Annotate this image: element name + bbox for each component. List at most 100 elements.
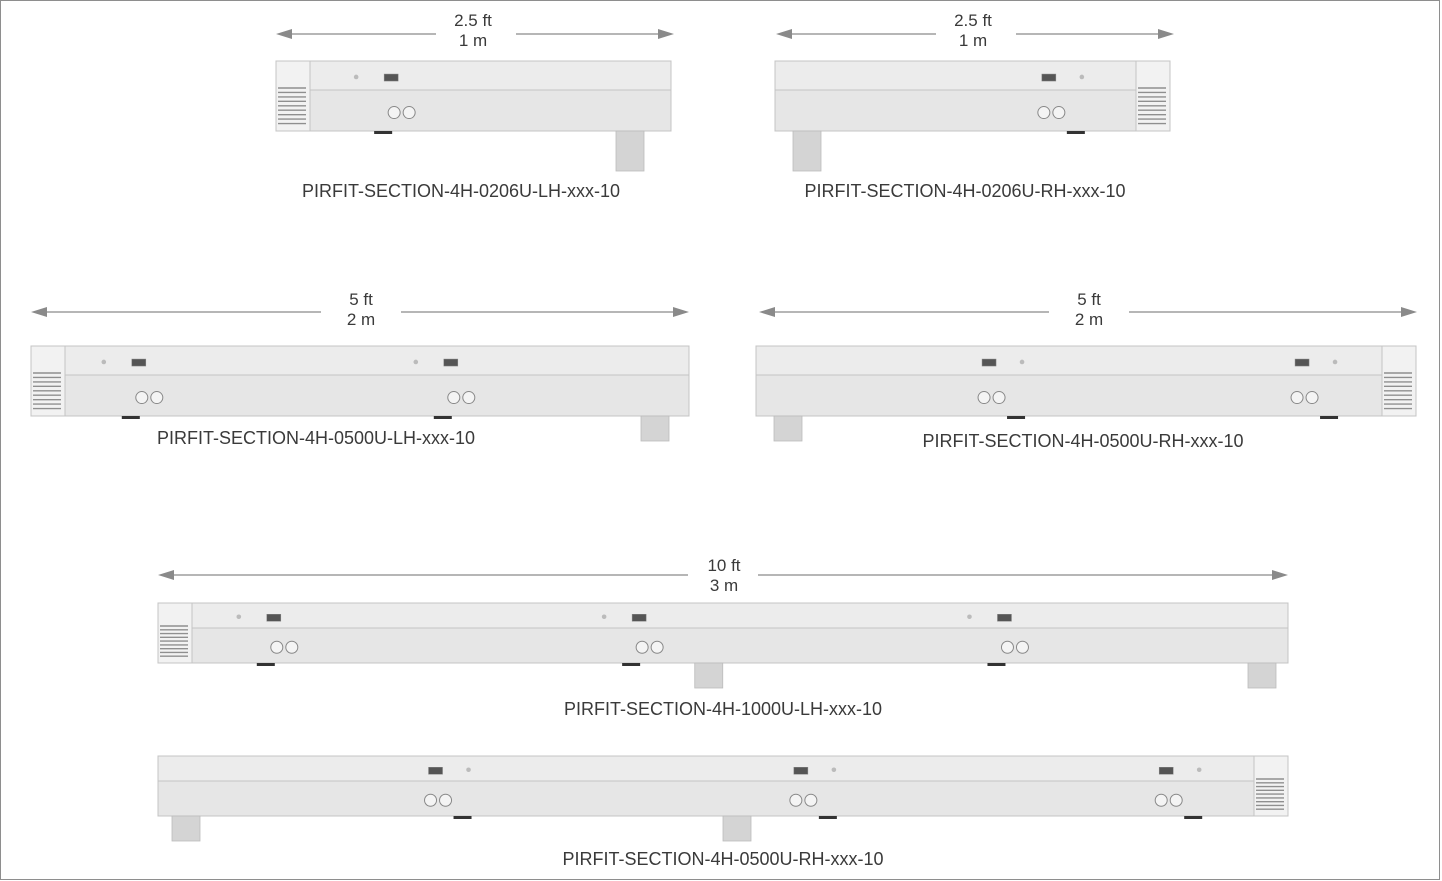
data-port-icon: [383, 73, 399, 82]
mount-clip-icon: [987, 663, 1006, 666]
outlet-icon: [1154, 793, 1168, 807]
power-section-drawing: [157, 602, 1289, 689]
dimension-label: 2.5 ft 1 m: [954, 11, 992, 51]
outlet-icon: [447, 391, 461, 405]
dimension-label: 10 ft 3 m: [707, 556, 740, 596]
outlet-icon: [387, 106, 401, 120]
dimension-meters: 1 m: [958, 31, 988, 50]
dimension-feet: 2.5 ft: [954, 11, 992, 30]
outlet-icon: [1000, 640, 1014, 654]
mount-clip-icon: [1007, 416, 1026, 419]
part-number-label: PIRFIT-SECTION-4H-0500U-LH-xxx-10: [156, 428, 476, 448]
mount-clip-icon: [1066, 131, 1085, 134]
data-port-icon: [131, 358, 147, 367]
outlet-icon: [804, 793, 818, 807]
support-leg: [694, 662, 724, 689]
outlet-icon: [135, 391, 149, 405]
lower-channel: [30, 374, 690, 417]
upper-channel: [157, 602, 1289, 629]
indicator-icon: [353, 74, 359, 80]
support-leg: [722, 815, 752, 842]
dimension-meters: 2 m: [346, 310, 376, 329]
indicator-icon: [1196, 767, 1202, 773]
end-cap: [275, 60, 311, 132]
mount-clip-icon: [1184, 816, 1203, 819]
outlet-icon: [439, 793, 453, 807]
power-section-drawing: [157, 755, 1289, 842]
outlet-icon: [1037, 106, 1051, 120]
indicator-icon: [413, 359, 419, 365]
outlet-icon: [1305, 391, 1319, 405]
dimension-label: 5 ft 2 m: [1075, 290, 1103, 330]
indicator-icon: [1332, 359, 1338, 365]
arrowhead-right-icon: [1272, 570, 1288, 580]
arrowhead-left-icon: [759, 307, 775, 317]
part-number-label: PIRFIT-SECTION-4H-0500U-RH-xxx-10: [922, 431, 1244, 451]
mount-clip-icon: [433, 416, 452, 419]
outlet-icon: [1169, 793, 1183, 807]
power-section-drawing: [275, 60, 672, 172]
dimension-label: 5 ft 2 m: [347, 290, 375, 330]
upper-channel: [275, 60, 672, 91]
power-section-drawing: [755, 345, 1417, 442]
arrowhead-right-icon: [673, 307, 689, 317]
data-port-icon: [266, 614, 282, 622]
outlet-icon: [1052, 106, 1066, 120]
dimension-feet: 10 ft: [707, 556, 741, 575]
arrowhead-left-icon: [158, 570, 174, 580]
outlet-icon: [285, 640, 299, 654]
indicator-icon: [967, 614, 972, 620]
mount-clip-icon: [256, 663, 275, 666]
mount-clip-icon: [818, 816, 837, 819]
indicator-icon: [236, 614, 242, 620]
dimension-arrow: [158, 570, 1288, 580]
mount-clip-icon: [622, 663, 641, 666]
lower-channel: [157, 780, 1289, 817]
arrowhead-left-icon: [776, 29, 792, 39]
lower-channel: [157, 627, 1289, 664]
dimension-label: 2.5 ft 1 m: [454, 11, 492, 51]
support-leg: [773, 415, 803, 442]
dimension-arrow: [31, 307, 689, 317]
part-number-label: PIRFIT-SECTION-4H-0500U-RH-xxx-10: [562, 849, 884, 869]
part-number-label: PIRFIT-SECTION-4H-0206U-RH-xxx-10: [804, 181, 1126, 201]
lower-channel: [774, 89, 1171, 132]
arrowhead-right-icon: [1158, 29, 1174, 39]
outlet-icon: [992, 391, 1006, 405]
outlet-icon: [424, 793, 438, 807]
data-port-icon: [793, 767, 809, 775]
upper-channel: [30, 345, 690, 376]
outlet-icon: [270, 640, 284, 654]
indicator-icon: [466, 767, 471, 773]
dimension-arrow: [776, 29, 1174, 39]
data-port-icon: [1158, 767, 1174, 775]
indicator-icon: [1079, 74, 1085, 80]
support-leg: [792, 130, 822, 172]
support-leg: [615, 130, 645, 172]
indicator-icon: [831, 767, 837, 773]
part-number-label: PIRFIT-SECTION-4H-1000U-LH-xxx-10: [563, 699, 883, 719]
dimension-feet: 2.5 ft: [454, 11, 492, 30]
upper-channel: [157, 755, 1289, 782]
upper-channel: [755, 345, 1417, 376]
power-section-drawing: [774, 60, 1171, 172]
outlet-icon: [635, 640, 649, 654]
end-cap: [1381, 345, 1417, 417]
outlet-icon: [1290, 391, 1304, 405]
mount-clip-icon: [453, 816, 472, 819]
mount-clip-icon: [374, 131, 393, 134]
data-port-icon: [631, 614, 647, 622]
dimension-arrow: [276, 29, 674, 39]
support-leg: [640, 415, 670, 442]
dimension-meters: 2 m: [1074, 310, 1104, 329]
support-leg: [171, 815, 201, 842]
power-section-drawing: [30, 345, 690, 442]
arrowhead-left-icon: [276, 29, 292, 39]
arrowhead-right-icon: [1401, 307, 1417, 317]
arrowhead-left-icon: [31, 307, 47, 317]
outlet-icon: [789, 793, 803, 807]
dimension-feet: 5 ft: [349, 290, 373, 309]
data-port-icon: [981, 358, 997, 367]
upper-channel: [774, 60, 1171, 91]
